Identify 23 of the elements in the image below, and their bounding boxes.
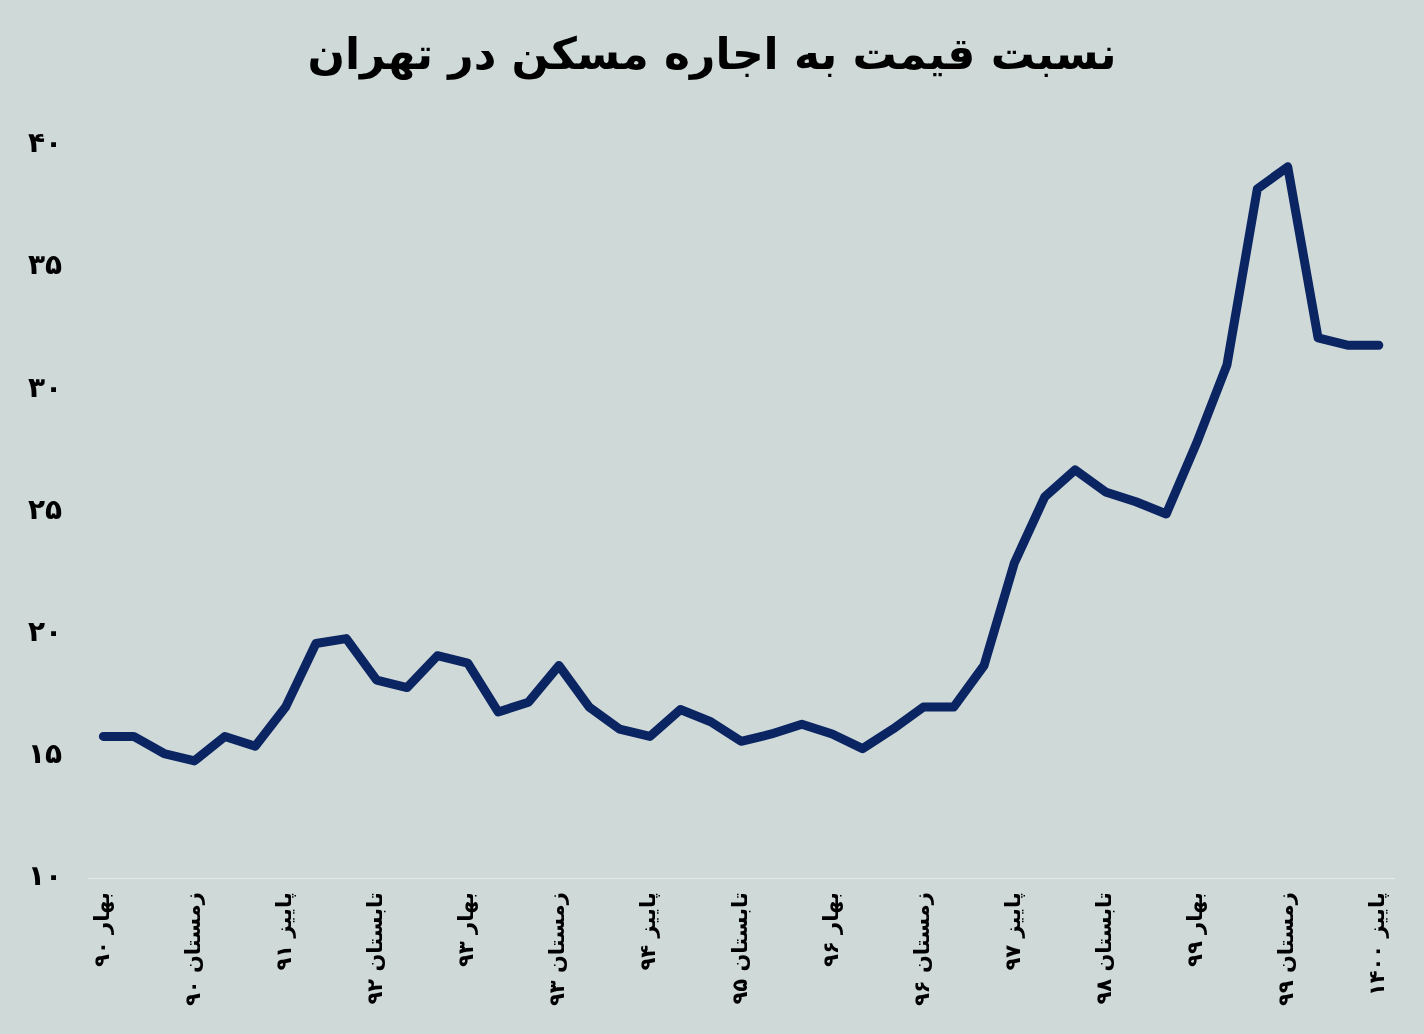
x-tick-label: تابستان ۹۲ xyxy=(363,892,388,1005)
y-tick-label: ۲۵ xyxy=(27,492,63,526)
x-tick-label: تابستان ۹۵ xyxy=(727,892,752,1005)
y-tick-label: ۲۰ xyxy=(27,615,63,649)
x-tick-label: زمستان ۹۰ xyxy=(180,892,205,1007)
x-tick-label: زمستان ۹۶ xyxy=(909,892,934,1007)
x-tick-label: بهار ۹۶ xyxy=(818,892,843,967)
x-tick-label: بهار ۹۹ xyxy=(1183,892,1208,967)
y-tick-label: ۳۵ xyxy=(27,248,63,282)
x-tick-label: پاییز ۹۱ xyxy=(272,892,297,971)
chart-title: نسبت قیمت به اجاره مسکن در تهران xyxy=(306,28,1118,79)
x-tick-label: زمستان ۹۹ xyxy=(1274,892,1299,1007)
x-tick-label: بهار ۹۰ xyxy=(89,892,114,967)
x-tick-label: تابستان ۹۸ xyxy=(1091,892,1116,1005)
x-tick-label: پاییز ۹۴ xyxy=(636,892,661,971)
y-tick-label: ۳۰ xyxy=(27,370,63,404)
y-tick-label: ۱۰ xyxy=(27,859,63,893)
x-tick-label: پاییز ۹۷ xyxy=(1000,892,1025,971)
y-tick-label: ۴۰ xyxy=(27,126,63,160)
x-tick-label: بهار ۹۳ xyxy=(454,892,479,967)
y-tick-label: ۱۵ xyxy=(27,737,63,771)
x-tick-label: زمستان ۹۳ xyxy=(545,892,570,1007)
x-tick-label: پاییز ۱۴۰۰ xyxy=(1365,892,1390,997)
